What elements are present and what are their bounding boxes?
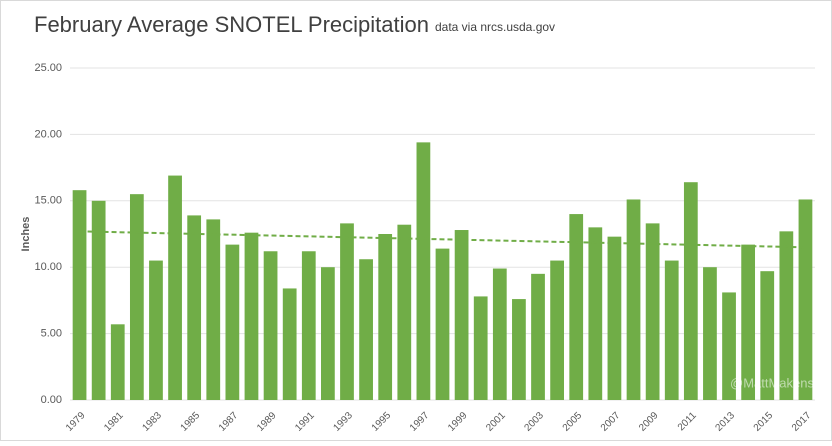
bar [225,244,240,400]
bar [206,219,221,400]
bar [72,190,87,400]
bar [645,223,660,400]
bar [149,260,163,400]
bar [168,175,182,400]
bar [760,271,775,400]
bar [626,199,641,400]
watermark: @MattMakens [730,375,814,390]
bar [550,260,564,400]
bar [454,230,469,400]
y-tick-label: 5.00 [41,328,62,340]
chart-subtitle: data via nrcs.usda.gov [435,20,555,34]
bar [607,236,622,400]
y-tick-label: 20.00 [34,128,62,140]
bar [512,299,526,400]
bar [416,142,431,401]
bar [531,273,545,400]
bar [282,288,297,400]
bar [129,194,144,400]
y-tick-label: 15.00 [34,195,62,207]
bar [588,227,603,400]
bar [378,234,393,400]
bar [798,199,813,400]
bar [435,248,450,400]
bar [244,232,259,400]
bar [321,267,335,400]
bar [187,215,202,400]
bar [683,182,698,400]
bar [359,259,373,400]
y-axis-label: Inches [20,217,32,252]
bar [91,200,106,400]
bar [263,251,278,400]
bar [397,224,412,400]
chart-title: February Average SNOTEL Precipitation [34,12,429,37]
bar [722,292,736,400]
trendline [79,230,806,249]
bar [741,244,756,400]
y-tick-label: 25.00 [34,62,62,74]
bar [569,214,584,400]
bar [301,251,316,400]
bar [110,324,125,400]
bar [703,267,717,400]
bar [664,260,679,400]
bar [340,223,354,400]
y-tick-label: 10.00 [34,261,62,273]
bar [492,268,507,400]
y-tick-label: 0.00 [41,394,62,406]
bar [473,296,488,400]
bar [779,231,794,400]
